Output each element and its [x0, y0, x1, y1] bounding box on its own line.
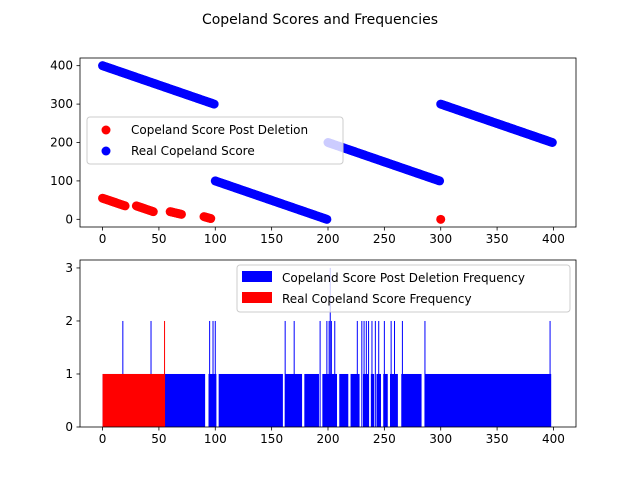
post-deletion-frequency-spike: [394, 320, 396, 427]
legend-label-real-score: Real Copeland Score: [131, 144, 255, 158]
bottom-y-tick-label: 1: [65, 367, 73, 381]
top-x-tick-label: 300: [429, 232, 452, 246]
post-deletion-frequency-spike: [549, 320, 551, 427]
top-y-tick-label: 400: [50, 59, 73, 73]
figure-title: Copeland Scores and Frequencies: [202, 12, 438, 28]
post-deletion-frequency-bar: [424, 373, 552, 427]
post-deletion-frequency-spike: [293, 320, 295, 427]
post-deletion-frequency-spike: [363, 320, 365, 427]
legend-label-post-deletion: Copeland Score Post Deletion: [131, 123, 308, 137]
post-deletion-frequency-spike: [334, 320, 336, 427]
post-deletion-frequency-bar: [218, 373, 283, 427]
post-deletion-frequency-spike: [326, 320, 328, 427]
legend-swatch-real-frequency: [242, 292, 272, 303]
post-deletion-frequency-spike: [383, 320, 385, 427]
real-score-point: [322, 214, 332, 224]
bottom-axis-ticks: 0 50 100 150 200 250 300 350 400 0 1 2 3: [65, 261, 565, 446]
post-deletion-frequency-bar: [208, 373, 217, 427]
post-deletion-frequency-spike: [371, 320, 373, 427]
top-x-tick-label: 50: [151, 232, 166, 246]
real-frequency-spike: [164, 320, 166, 427]
post-deletion-point: [148, 207, 158, 217]
top-legend-box: [86, 116, 344, 165]
bottom-histogram-chart: 0 50 100 150 200 250 300 350 400 0 1 2 3 Copeland Sc…: [65, 259, 577, 446]
bottom-x-tick-label: 0: [99, 432, 107, 446]
top-y-tick-label: 200: [50, 136, 73, 150]
top-x-tick-label: 0: [99, 232, 107, 246]
post-deletion-frequency-bar: [304, 373, 319, 427]
post-deletion-frequency-spike: [330, 320, 332, 427]
post-deletion-frequency-bar: [362, 373, 369, 427]
post-deletion-frequency-bar: [322, 373, 338, 427]
top-y-tick-label: 300: [50, 97, 73, 111]
post-deletion-frequency-bar: [390, 373, 398, 427]
bottom-y-tick-label: 2: [65, 314, 73, 328]
top-x-tick-label: 400: [542, 232, 565, 246]
legend-marker-post-deletion: [101, 125, 111, 135]
bottom-y-tick-label: 3: [65, 261, 73, 275]
bottom-x-tick-label: 50: [151, 432, 166, 446]
top-x-tick-label: 200: [317, 232, 340, 246]
post-deletion-frequency-spike: [328, 320, 330, 427]
post-deletion-frequency-spike: [361, 320, 363, 427]
top-x-tick-label: 250: [373, 232, 396, 246]
bottom-legend-box: [236, 264, 571, 313]
post-deletion-frequency-spike: [365, 320, 367, 427]
bottom-x-tick-label: 100: [204, 432, 227, 446]
post-deletion-frequency-spike: [374, 320, 376, 427]
bottom-y-tick-label: 0: [65, 420, 73, 434]
top-y-tick-label: 100: [50, 174, 73, 188]
post-deletion-frequency-spike: [356, 320, 358, 427]
post-deletion-frequency-bar: [383, 373, 388, 427]
bottom-x-tick-label: 200: [317, 432, 340, 446]
post-deletion-frequency-bar: [339, 373, 349, 427]
post-deletion-frequency-bar: [370, 373, 375, 427]
top-scatter-chart: 0 50 100 150 200 250 300 350 400 0 100 200 300 400 Co…: [50, 57, 577, 246]
top-legend: Copeland Score Post Deletion Real Copela…: [86, 116, 344, 165]
post-deletion-frequency-bar: [285, 373, 303, 427]
legend-marker-real-score: [101, 146, 111, 156]
bottom-legend: Copeland Score Post Deletion Frequency R…: [236, 264, 571, 313]
post-deletion-frequency-spike: [424, 320, 426, 427]
real-score-point: [547, 138, 557, 147]
post-deletion-frequency-spike: [401, 320, 403, 427]
post-deletion-frequency-spike: [329, 267, 331, 427]
post-deletion-point: [206, 214, 216, 224]
top-x-tick-label: 100: [204, 232, 227, 246]
bottom-x-tick-label: 350: [486, 432, 509, 446]
post-deletion-point: [436, 214, 446, 224]
post-deletion-frequency-spike: [378, 320, 380, 427]
post-deletion-frequency-bar: [350, 373, 360, 427]
post-deletion-point: [176, 209, 186, 219]
top-x-tick-label: 150: [260, 232, 283, 246]
bottom-x-tick-label: 150: [260, 432, 283, 446]
post-deletion-frequency-spike: [212, 320, 214, 427]
bottom-x-tick-label: 400: [542, 432, 565, 446]
post-deletion-frequency-spike: [284, 320, 286, 427]
post-deletion-frequency-spike: [214, 320, 216, 427]
post-deletion-frequency-spike: [368, 320, 370, 427]
bottom-x-tick-label: 300: [429, 432, 452, 446]
bottom-histogram-marks: [102, 267, 552, 427]
top-axis-ticks: 0 50 100 150 200 250 300 350 400 0 100 200 300 400: [50, 59, 565, 246]
post-deletion-frequency-spike: [390, 320, 392, 427]
post-deletion-frequency-spike: [209, 320, 211, 427]
bottom-x-tick-label: 250: [373, 432, 396, 446]
real-score-point: [209, 99, 219, 109]
post-deletion-point: [120, 201, 130, 211]
legend-label-post-deletion-frequency: Copeland Score Post Deletion Frequency: [282, 271, 525, 285]
post-deletion-frequency-spike: [319, 320, 321, 427]
top-x-tick-label: 350: [486, 232, 509, 246]
top-y-tick-label: 0: [65, 212, 73, 226]
real-frequency-bar: [102, 373, 165, 427]
legend-swatch-post-deletion-frequency: [242, 271, 272, 282]
real-score-point: [435, 176, 445, 186]
post-deletion-frequency-bar: [401, 373, 422, 427]
top-scatter-marks: [98, 61, 557, 224]
legend-label-real-frequency: Real Copeland Score Frequency: [282, 292, 472, 306]
